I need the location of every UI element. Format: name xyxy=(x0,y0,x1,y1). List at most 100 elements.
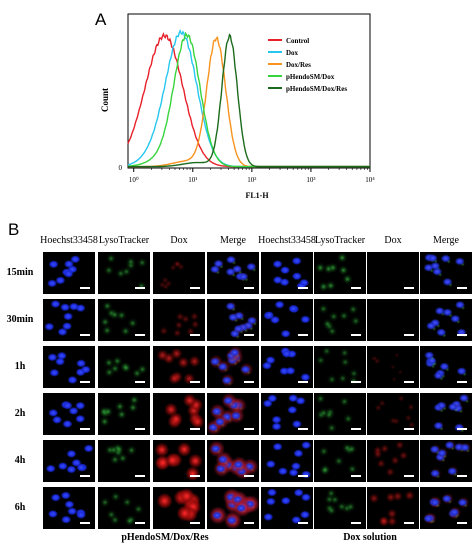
row-label: 2h xyxy=(14,408,26,419)
image-g1-merge xyxy=(207,393,259,435)
image-g1-dox xyxy=(153,252,205,294)
scale-bar xyxy=(244,522,254,524)
scale-bar xyxy=(135,334,145,336)
scale-bar xyxy=(298,428,308,430)
col-header-g1: Dox xyxy=(170,235,188,246)
legend-label: Control xyxy=(286,37,309,45)
scale-bar xyxy=(404,381,414,383)
x-axis-label: FL1-H xyxy=(245,191,269,200)
image-g2-dox xyxy=(367,346,419,388)
image-g1-lysotracker xyxy=(98,440,150,482)
scale-bar xyxy=(457,381,467,383)
scale-bar xyxy=(80,287,90,289)
image-g2-merge xyxy=(420,487,472,529)
image-g1-dox xyxy=(153,346,205,388)
image-g2-lysotracker xyxy=(314,487,366,529)
col-header-g2: LysoTracker xyxy=(314,235,366,246)
image-g2-merge xyxy=(420,393,472,435)
col-header-g2: Hoechst33458 xyxy=(258,235,316,246)
y-tick-label: 0 xyxy=(119,164,123,172)
scale-bar xyxy=(190,522,200,524)
scale-bar xyxy=(457,287,467,289)
image-g2-dox xyxy=(367,487,419,529)
scale-bar xyxy=(135,428,145,430)
scale-bar xyxy=(404,475,414,477)
scale-bar xyxy=(404,287,414,289)
row-label: 6h xyxy=(14,502,26,513)
legend-label: Dox/Res xyxy=(286,61,311,69)
image-g2-merge xyxy=(420,346,472,388)
image-g2-dox xyxy=(367,393,419,435)
col-header-g2: Dox xyxy=(384,235,402,246)
scale-bar xyxy=(190,381,200,383)
series-line-dox xyxy=(127,28,370,168)
row-label: 15min xyxy=(6,267,34,278)
x-tick-label: 10³ xyxy=(306,176,315,184)
scale-bar xyxy=(404,428,414,430)
scale-bar xyxy=(404,334,414,336)
image-g1-merge xyxy=(207,346,259,388)
scale-bar xyxy=(351,334,361,336)
scale-bar xyxy=(244,334,254,336)
scale-bar xyxy=(457,475,467,477)
x-tick-label: 10⁰ xyxy=(129,176,139,184)
image-g2-hoechst xyxy=(261,346,313,388)
image-g2-lysotracker xyxy=(314,393,366,435)
image-g1-hoechst xyxy=(43,252,95,294)
x-tick-label: 10¹ xyxy=(188,176,197,184)
flow-cytometry-histogram: 10⁰ 10¹ 10² 10³ 10⁴ 0 FL1-H Count Control Dox Dox/… xyxy=(100,13,375,200)
image-g2-dox xyxy=(367,440,419,482)
scale-bar xyxy=(190,428,200,430)
scale-bar xyxy=(457,428,467,430)
scale-bar xyxy=(135,381,145,383)
scale-bar xyxy=(351,428,361,430)
scale-bar xyxy=(298,522,308,524)
col-header-g2: Merge xyxy=(433,235,459,246)
group2-caption: Dox solution xyxy=(343,532,397,543)
image-g1-dox xyxy=(153,487,205,529)
image-g2-dox xyxy=(367,252,419,294)
image-g2-merge xyxy=(420,440,472,482)
scale-bar xyxy=(244,428,254,430)
scale-bar xyxy=(80,381,90,383)
legend-label: pHendoSM/Dox xyxy=(286,73,335,81)
image-g2-hoechst xyxy=(261,487,313,529)
x-tick-label: 10² xyxy=(247,176,256,184)
image-g1-merge xyxy=(207,252,259,294)
image-g2-merge xyxy=(420,252,472,294)
scale-bar xyxy=(404,522,414,524)
scale-bar xyxy=(298,334,308,336)
image-g2-dox xyxy=(367,299,419,341)
image-g2-lysotracker xyxy=(314,299,366,341)
image-g1-lysotracker xyxy=(98,299,150,341)
row-label: 1h xyxy=(14,361,26,372)
scale-bar xyxy=(298,475,308,477)
image-g1-hoechst xyxy=(43,440,95,482)
scale-bar xyxy=(135,287,145,289)
image-g2-lysotracker xyxy=(314,346,366,388)
image-g1-dox xyxy=(153,393,205,435)
scale-bar xyxy=(190,334,200,336)
group1-caption: pHendoSM/Dox/Res xyxy=(121,532,209,543)
image-g2-lysotracker xyxy=(314,252,366,294)
image-g1-hoechst xyxy=(43,487,95,529)
image-g2-merge xyxy=(420,299,472,341)
scale-bar xyxy=(80,334,90,336)
image-g2-hoechst xyxy=(261,299,313,341)
scale-bar xyxy=(298,287,308,289)
legend-label: Dox xyxy=(286,49,299,57)
scale-bar xyxy=(80,522,90,524)
panel-a-label: A xyxy=(95,10,107,29)
series-line-dox-res xyxy=(128,36,370,168)
scale-bar xyxy=(135,475,145,477)
series-line-phendosm-dox-res xyxy=(128,33,370,168)
image-g1-merge xyxy=(207,440,259,482)
col-header-g1: Hoechst33458 xyxy=(40,235,98,246)
image-g1-lysotracker xyxy=(98,252,150,294)
scale-bar xyxy=(351,522,361,524)
image-g1-merge xyxy=(207,299,259,341)
scale-bar xyxy=(298,381,308,383)
image-g1-merge xyxy=(207,487,259,529)
scale-bar xyxy=(190,475,200,477)
image-g1-hoechst xyxy=(43,346,95,388)
